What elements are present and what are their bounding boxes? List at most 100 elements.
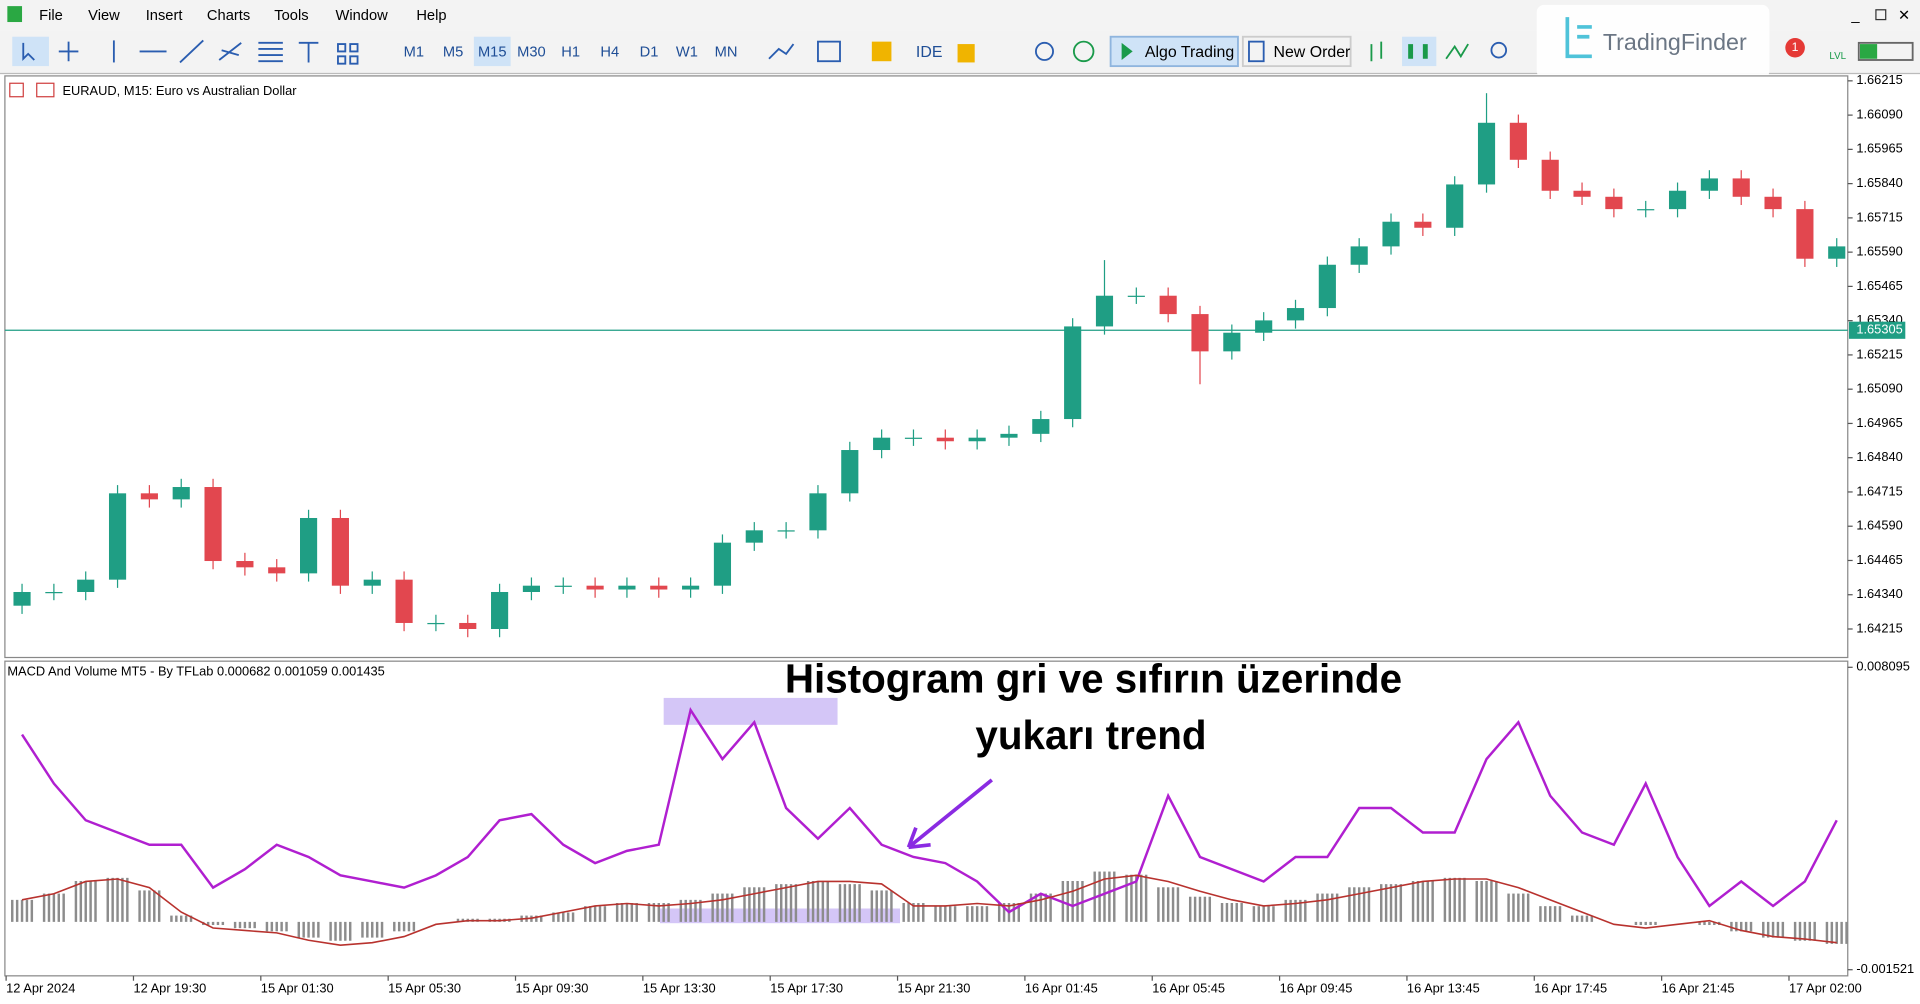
level-fill bbox=[1860, 44, 1878, 59]
y-tick-label: 1.64840 bbox=[1856, 449, 1902, 464]
candle-body bbox=[1064, 326, 1082, 420]
indicators[interactable] bbox=[817, 40, 841, 63]
channel[interactable] bbox=[218, 42, 242, 61]
candle-body bbox=[968, 437, 986, 442]
candle-body bbox=[77, 579, 95, 592]
x-tick-label: 15 Apr 21:30 bbox=[898, 981, 971, 996]
candle-body bbox=[1700, 178, 1718, 191]
logo-icon bbox=[1565, 17, 1592, 59]
menu-item[interactable]: Window bbox=[336, 8, 389, 24]
close[interactable]: ✕ bbox=[1898, 8, 1910, 24]
timeframe-button[interactable]: W1 bbox=[676, 45, 698, 61]
menu-item[interactable]: Insert bbox=[146, 8, 183, 24]
candle-body bbox=[777, 530, 795, 532]
candle-body bbox=[1668, 190, 1687, 210]
price-pane bbox=[4, 75, 1849, 659]
candle-body bbox=[1764, 196, 1782, 210]
x-tick-label: 17 Apr 02:00 bbox=[1789, 981, 1862, 996]
timeframe-button[interactable]: MN bbox=[715, 45, 738, 61]
x-tick-label: 16 Apr 01:45 bbox=[1025, 981, 1098, 996]
y-tick-label: 1.65215 bbox=[1856, 346, 1902, 361]
x-tick-label: 15 Apr 13:30 bbox=[643, 981, 716, 996]
annotation-arrow bbox=[906, 778, 993, 850]
menu-item[interactable]: Tools bbox=[274, 8, 308, 24]
vps[interactable] bbox=[1035, 41, 1054, 61]
candle-body bbox=[172, 487, 190, 500]
timeframe-button[interactable]: M15 bbox=[478, 45, 507, 61]
text-tool[interactable] bbox=[298, 41, 319, 63]
copy[interactable] bbox=[1072, 40, 1095, 63]
candle-body bbox=[1732, 178, 1750, 197]
candle-body bbox=[427, 622, 445, 625]
timeframe-button[interactable]: M1 bbox=[404, 45, 424, 61]
y-tick-label: 1.64715 bbox=[1856, 483, 1902, 498]
annotation-line: yukarı trend bbox=[975, 712, 1206, 758]
shapes[interactable] bbox=[337, 43, 359, 65]
timeframe-button[interactable]: M30 bbox=[517, 45, 546, 61]
candle-body bbox=[1159, 295, 1177, 315]
minimize[interactable]: _ bbox=[1850, 8, 1860, 24]
menu-item[interactable]: Charts bbox=[207, 8, 250, 24]
symbol-icon bbox=[9, 82, 24, 98]
candle-body bbox=[204, 487, 222, 562]
crosshair[interactable] bbox=[58, 41, 79, 62]
candle-body bbox=[1637, 209, 1655, 211]
candle-body bbox=[1541, 159, 1559, 191]
toolbar-button[interactable]: New Order bbox=[1273, 44, 1351, 61]
candle-body bbox=[1573, 190, 1591, 197]
candle-body bbox=[1509, 122, 1527, 160]
trendline[interactable] bbox=[179, 39, 204, 64]
lvl: LVL bbox=[1829, 51, 1846, 62]
timeframe-button[interactable]: M5 bbox=[443, 45, 463, 61]
timeframe-button[interactable]: D1 bbox=[640, 45, 659, 61]
zoom-in[interactable] bbox=[1490, 41, 1508, 59]
toolbar-icons bbox=[12, 35, 1914, 68]
badge-count: 1 bbox=[1792, 40, 1799, 54]
menu-item[interactable]: View bbox=[88, 8, 120, 24]
restore[interactable] bbox=[1875, 9, 1887, 21]
candle-body bbox=[300, 517, 318, 574]
y-tick-label: 1.66215 bbox=[1856, 72, 1902, 87]
y-tick-label: 1.64465 bbox=[1856, 552, 1902, 567]
menu-item[interactable]: Help bbox=[416, 8, 446, 24]
candle-body bbox=[745, 530, 763, 543]
timeframe-button[interactable]: H1 bbox=[561, 45, 580, 61]
candle-body bbox=[936, 437, 954, 442]
candle-chart[interactable] bbox=[1402, 36, 1437, 67]
x-tick-label: 12 Apr 19:30 bbox=[133, 981, 206, 996]
signals[interactable] bbox=[957, 44, 975, 63]
x-tick-label: 16 Apr 17:45 bbox=[1534, 981, 1607, 996]
candle-body bbox=[1796, 209, 1814, 259]
candle-body bbox=[904, 437, 923, 439]
candle-body bbox=[1350, 246, 1368, 265]
cursor-tool[interactable] bbox=[12, 36, 49, 67]
candle-body bbox=[1223, 332, 1241, 352]
order-icon bbox=[1248, 40, 1265, 63]
level-bar bbox=[1857, 41, 1914, 61]
timeframe-button[interactable]: H4 bbox=[600, 45, 619, 61]
menu-item[interactable]: File bbox=[39, 8, 63, 24]
x-tick-label: 16 Apr 05:45 bbox=[1152, 981, 1225, 996]
window-controls: _ ✕ bbox=[1850, 8, 1910, 24]
bar-chart[interactable] bbox=[1370, 41, 1383, 62]
line-chart[interactable] bbox=[1445, 43, 1469, 60]
fibo[interactable] bbox=[258, 41, 283, 63]
logo-box bbox=[1536, 4, 1770, 79]
candle-body bbox=[1414, 221, 1432, 228]
x-tick-label: 15 Apr 05:30 bbox=[388, 981, 461, 996]
toolbar-button[interactable]: Algo Trading bbox=[1145, 44, 1234, 61]
market[interactable] bbox=[871, 41, 892, 62]
chart-type[interactable] bbox=[768, 43, 795, 60]
candle-body bbox=[809, 493, 827, 531]
candle-body bbox=[1000, 433, 1018, 438]
toolbar-button[interactable]: IDE bbox=[916, 44, 943, 61]
candle-body bbox=[236, 561, 254, 568]
macd-line bbox=[21, 706, 1838, 914]
candle-body bbox=[1828, 246, 1846, 259]
candle-body bbox=[395, 579, 413, 623]
candle-body bbox=[618, 585, 636, 590]
candle-body bbox=[650, 585, 668, 590]
logo: TradingFinder bbox=[1603, 29, 1747, 55]
candle-body bbox=[363, 579, 381, 586]
